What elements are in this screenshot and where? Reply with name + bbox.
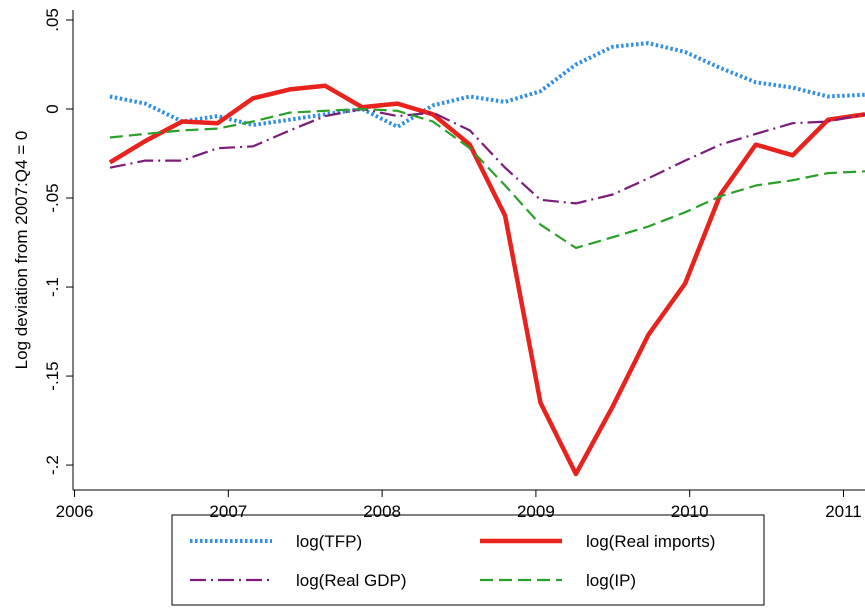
x-tick-label: 2011 bbox=[825, 502, 862, 521]
legend bbox=[171, 514, 765, 606]
y-tick-label: -.05 bbox=[43, 183, 62, 212]
y-tick-label: -.1 bbox=[43, 277, 62, 297]
legend-label: log(Real GDP) bbox=[296, 571, 407, 590]
line-series bbox=[108, 83, 865, 477]
y-tick-label: 0 bbox=[43, 104, 62, 113]
legend-label: log(Real imports) bbox=[586, 532, 715, 551]
line-series bbox=[109, 107, 865, 249]
line-series bbox=[109, 41, 865, 129]
x-tick-label: 2010 bbox=[671, 502, 709, 521]
x-tick-label: 2009 bbox=[517, 502, 555, 521]
line-series bbox=[109, 107, 865, 205]
y-tick-label: .05 bbox=[43, 8, 62, 32]
legend-label: log(TFP) bbox=[296, 532, 362, 551]
y-tick-label: -.15 bbox=[43, 361, 62, 390]
y-tick-label: -.2 bbox=[43, 455, 62, 475]
y-axis-title: Log deviation from 2007:Q4 = 0 bbox=[12, 131, 31, 370]
x-tick-label: 2008 bbox=[363, 502, 401, 521]
legend-label: log(IP) bbox=[586, 571, 636, 590]
x-tick-label: 2007 bbox=[209, 502, 247, 521]
x-tick-label: 2006 bbox=[56, 502, 94, 521]
